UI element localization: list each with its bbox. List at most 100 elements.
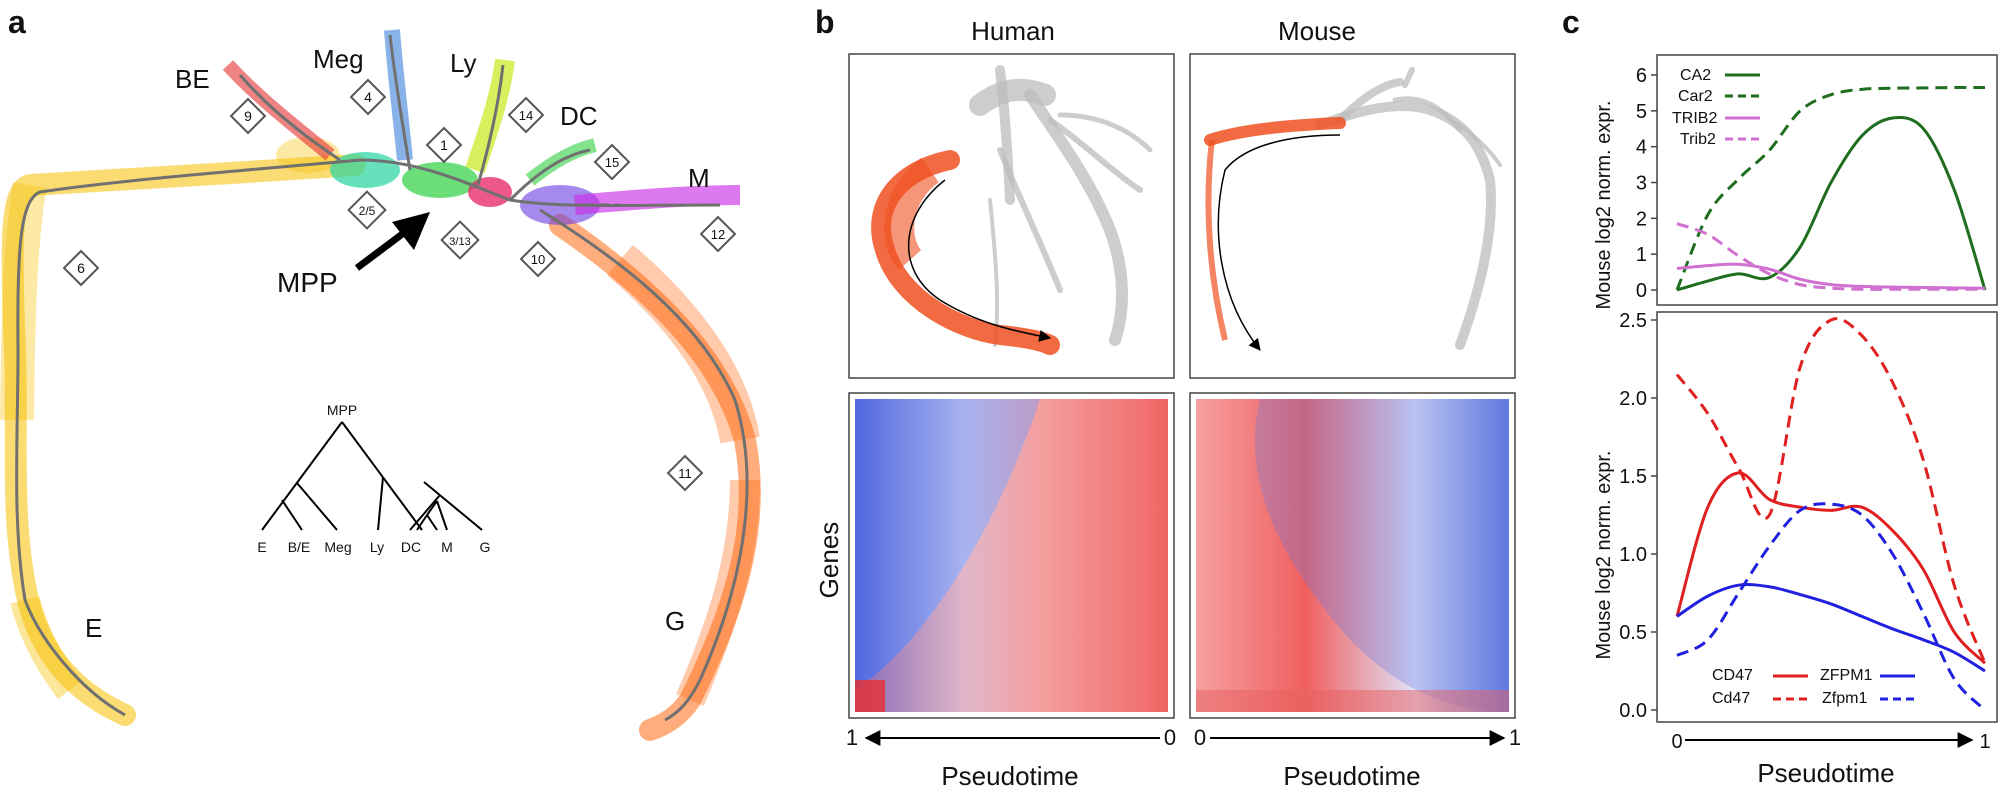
svg-text:Pseudotime: Pseudotime — [1283, 761, 1420, 791]
mpp-arrow: MPP — [277, 212, 430, 298]
svg-text:14: 14 — [519, 108, 533, 123]
y-tick-label: 0 — [1636, 280, 1647, 302]
x-tick-0: 0 — [1671, 731, 1682, 753]
label-e: E — [85, 613, 102, 643]
label-meg: Meg — [313, 44, 364, 74]
cluster-e-cells — [0, 154, 366, 726]
cluster-id-1: 1 — [425, 126, 463, 164]
cluster-id-6: 6 — [62, 249, 100, 287]
mouse-highlight-cells — [1204, 117, 1346, 146]
svg-text:10: 10 — [531, 252, 545, 267]
y-tick-label: 6 — [1636, 65, 1647, 87]
series-line-ca2-human — [1676, 115, 1987, 292]
human-embedding-plot — [848, 53, 1175, 379]
label-ly: Ly — [450, 48, 477, 78]
panel-c-letter: c — [1562, 4, 1580, 40]
series-line-car2-mouse — [1675, 86, 1986, 291]
mouse-heatmap — [1189, 392, 1516, 719]
cluster-id-3-13: 3/13 — [440, 220, 480, 260]
series-line-trib2-mouse — [1676, 222, 1985, 291]
y-tick-label: 2 — [1636, 208, 1647, 230]
svg-text:Pseudotime: Pseudotime — [941, 761, 1078, 791]
human-trajectory-arrow — [907, 179, 1052, 342]
series-line-cd47-human — [1675, 471, 1987, 665]
svg-text:1: 1 — [846, 725, 858, 750]
legend-cd47-mouse: Cd47 — [1712, 690, 1750, 707]
svg-text:MPP: MPP — [277, 267, 338, 298]
legend-trib2-mouse: Trib2 — [1680, 131, 1716, 148]
label-be: BE — [175, 64, 210, 94]
svg-text:3/13: 3/13 — [449, 236, 470, 248]
panel-a: a — [0, 4, 761, 741]
x-tick-1: 1 — [1979, 731, 1990, 753]
panel-b: b Human Mouse — [814, 4, 1521, 791]
legend-car2: Car2 — [1678, 88, 1713, 105]
tree-leaf-g: G — [480, 539, 491, 555]
label-dc: DC — [560, 101, 598, 131]
cluster-id-11: 11 — [666, 454, 704, 492]
tree-leaf-m: M — [441, 539, 453, 555]
y-tick-label: 1.5 — [1619, 466, 1647, 488]
legend-ca2: CA2 — [1680, 67, 1711, 84]
cluster-mpp-cells — [330, 152, 400, 188]
svg-text:11: 11 — [678, 466, 692, 481]
chart-top-legend: CA2 Car2 TRIB2 Trib2 — [1672, 67, 1760, 148]
chart-top-ylabel: Mouse log2 norm. expr. — [1593, 101, 1615, 310]
tree-root-label: MPP — [327, 402, 357, 418]
chart-top-yaxis: 0 1 2 3 4 5 6 — [1636, 65, 1657, 302]
human-pseudotime-axis: 1 0 Pseudotime — [846, 725, 1176, 791]
series-line-zfpm1-mouse — [1676, 502, 1987, 712]
y-tick-label: 1 — [1636, 244, 1647, 266]
trajectory-lines — [15, 34, 749, 722]
svg-text:12: 12 — [711, 227, 725, 242]
y-tick-label: 2.0 — [1619, 388, 1647, 410]
cluster-id-4: 4 — [349, 78, 387, 116]
svg-text:15: 15 — [605, 155, 619, 170]
y-tick-label: 2.5 — [1619, 310, 1647, 332]
y-tick-label: 5 — [1636, 101, 1647, 123]
title-human: Human — [971, 16, 1055, 46]
series-line-cd47-mouse — [1675, 317, 1987, 664]
svg-text:0: 0 — [1194, 725, 1206, 750]
cluster-id-12: 12 — [699, 215, 737, 253]
cluster-id-10: 10 — [519, 240, 557, 278]
label-g: G — [665, 606, 685, 636]
panel-a-letter: a — [8, 4, 26, 40]
y-tick-label: 0.0 — [1619, 700, 1647, 722]
cluster-id-2-5: 2/5 — [347, 190, 387, 230]
cluster-g-cells — [549, 214, 761, 741]
tree-leaf-meg: Meg — [324, 539, 351, 555]
mouse-trajectory-arrow — [1217, 134, 1341, 351]
y-tick-label: 1.0 — [1619, 544, 1647, 566]
chart-bottom-ylabel: Mouse log2 norm. expr. — [1593, 451, 1615, 660]
title-mouse: Mouse — [1278, 16, 1356, 46]
mouse-pseudotime-axis: 0 1 Pseudotime — [1194, 725, 1521, 791]
y-tick-label: 3 — [1636, 173, 1647, 195]
mouse-embedding-plot — [1189, 53, 1516, 379]
cluster-m-cells — [574, 185, 741, 215]
chart-top-frame — [1656, 54, 1998, 306]
series-line-trib2-human — [1676, 262, 1986, 290]
heatmap-ylabel: Genes — [814, 522, 844, 599]
tree-leaf-e: E — [257, 539, 266, 555]
cluster-id-14: 14 — [507, 96, 545, 134]
panel-b-letter: b — [815, 4, 835, 40]
cluster-id-9: 9 — [229, 97, 267, 135]
tree-leaf-dc: DC — [401, 539, 421, 555]
y-tick-label: 0.5 — [1619, 622, 1647, 644]
cluster-id-15: 15 — [593, 143, 631, 181]
human-heatmap — [848, 392, 1175, 719]
chart-xaxis: 0 1 Pseudotime — [1671, 731, 1990, 788]
y-tick-label: 4 — [1636, 137, 1647, 159]
chart-bottom-yaxis: 0.0 0.5 1.0 1.5 2.0 2.5 — [1619, 310, 1657, 722]
chart-bottom-lines — [1675, 317, 1987, 712]
svg-text:2/5: 2/5 — [359, 204, 376, 218]
svg-text:1: 1 — [1509, 725, 1521, 750]
series-line-zfpm1-human — [1676, 583, 1986, 673]
legend-zfpm1-human: ZFPM1 — [1820, 667, 1873, 684]
svg-text:4: 4 — [364, 89, 372, 105]
tree-leaf-be: B/E — [288, 539, 311, 555]
svg-text:0: 0 — [1164, 725, 1176, 750]
panel-c: c Mouse log2 norm. expr. 0 1 2 3 4 5 6 CA2 Car… — [1562, 4, 1998, 788]
